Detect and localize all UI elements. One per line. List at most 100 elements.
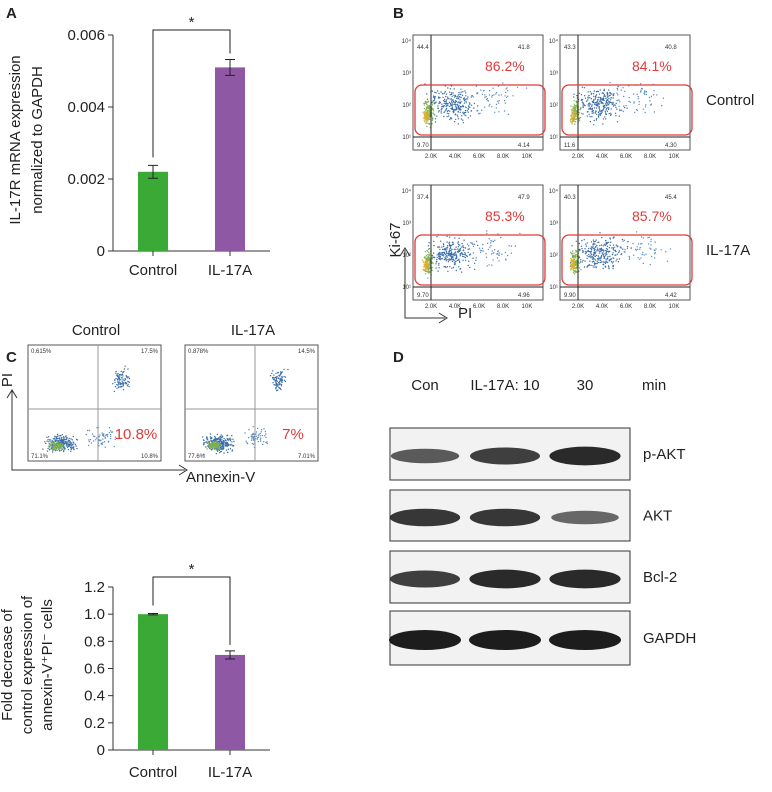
flow-dot [458, 250, 460, 252]
flow-dot [497, 102, 500, 104]
flow-dot [452, 255, 454, 257]
flow-dot [431, 101, 434, 103]
flow-dot [608, 267, 610, 270]
flow-dot [438, 97, 440, 99]
flow-dot [572, 272, 575, 274]
flow-dot [596, 249, 598, 251]
flow-dot [444, 257, 446, 259]
flow-dot [605, 105, 607, 107]
flow-dot [60, 435, 62, 437]
flow-dot [462, 105, 465, 108]
flow-dot [575, 253, 577, 256]
flow-dot [427, 122, 429, 124]
flow-dot [611, 247, 613, 249]
flow-dot [573, 269, 575, 272]
flow-dot [638, 101, 640, 103]
flow-dot [222, 439, 225, 442]
flow-dot [490, 253, 493, 255]
flow-dot [505, 88, 507, 90]
flow-dot [205, 441, 207, 443]
flow-dot [597, 255, 600, 257]
flow-dot [470, 242, 472, 244]
flow-dot [459, 255, 461, 257]
flow-dot [595, 110, 597, 113]
flow-dot [610, 261, 613, 263]
plot-title: IL-17A [231, 322, 275, 339]
flow-dot [576, 254, 578, 256]
quadrant-label: 9.90 [564, 293, 576, 299]
flow-dot [48, 439, 51, 441]
flow-dot [444, 110, 446, 113]
flow-dot [89, 438, 92, 441]
flow-dot [571, 264, 573, 266]
flow-dot [445, 255, 447, 257]
flow-dot [275, 372, 277, 375]
flow-dot [453, 120, 456, 123]
flow-dot [647, 237, 649, 239]
flow-dot [434, 257, 436, 259]
flow-dot [438, 255, 440, 258]
flow-dot [582, 113, 584, 115]
flow-dot [275, 378, 278, 380]
flow-dot [608, 266, 610, 268]
flow-dot [592, 93, 595, 95]
flow-dot [54, 443, 56, 445]
flow-dot [595, 94, 598, 96]
flow-dot [423, 104, 425, 106]
flow-dot [457, 94, 460, 96]
flow-dot [590, 105, 593, 108]
flow-dot [572, 254, 575, 257]
flow-dot [211, 448, 214, 450]
flow-dot [109, 433, 112, 436]
flow-dot [56, 433, 59, 436]
flow-dot [639, 246, 641, 249]
flow-dot [440, 240, 442, 242]
y-tick-label: 10³ [402, 221, 411, 227]
flow-dot [653, 111, 656, 113]
flow-dot [208, 446, 211, 449]
flow-dot [483, 106, 486, 108]
flow-dot [434, 91, 436, 94]
flow-dot [623, 105, 625, 107]
flow-dot [426, 249, 428, 252]
flow-dot [619, 246, 621, 248]
flow-dot [496, 257, 499, 259]
flow-dot [594, 98, 597, 100]
gate [561, 84, 693, 136]
flow-dot [449, 110, 451, 112]
flow-dot [628, 257, 631, 259]
flow-dot [479, 249, 481, 251]
flow-dot [462, 245, 464, 247]
flow-dot [120, 386, 123, 388]
flow-dot [231, 441, 233, 443]
flow-dot [609, 258, 612, 261]
flow-dot [570, 269, 572, 271]
flow-dot [593, 266, 595, 268]
flow-dot [68, 442, 71, 444]
x-axis-label: Annexin-V [186, 469, 255, 486]
flow-dot [115, 377, 117, 380]
flow-dot [260, 437, 262, 439]
flow-dot [486, 242, 489, 244]
flow-dot [462, 91, 464, 93]
flow-dot [598, 249, 600, 251]
flow-dot [120, 384, 122, 386]
flow-dot [465, 106, 467, 109]
flow-dot [468, 260, 470, 262]
flow-dot [606, 94, 609, 96]
flow-dot [574, 113, 577, 116]
flow-dot [426, 98, 429, 101]
flow-dot [573, 252, 575, 255]
flow-dot [223, 443, 225, 446]
flow-dot [666, 260, 669, 262]
flow-dot [63, 438, 66, 441]
flow-dot [605, 118, 607, 120]
flow-dot [595, 96, 597, 99]
flow-dot [605, 97, 607, 100]
flow-dot [438, 252, 440, 255]
flow-dot [607, 95, 609, 98]
flow-dot [633, 101, 635, 103]
flow-dot [51, 442, 53, 444]
flow-dot [616, 121, 619, 123]
flow-dot [615, 106, 617, 109]
